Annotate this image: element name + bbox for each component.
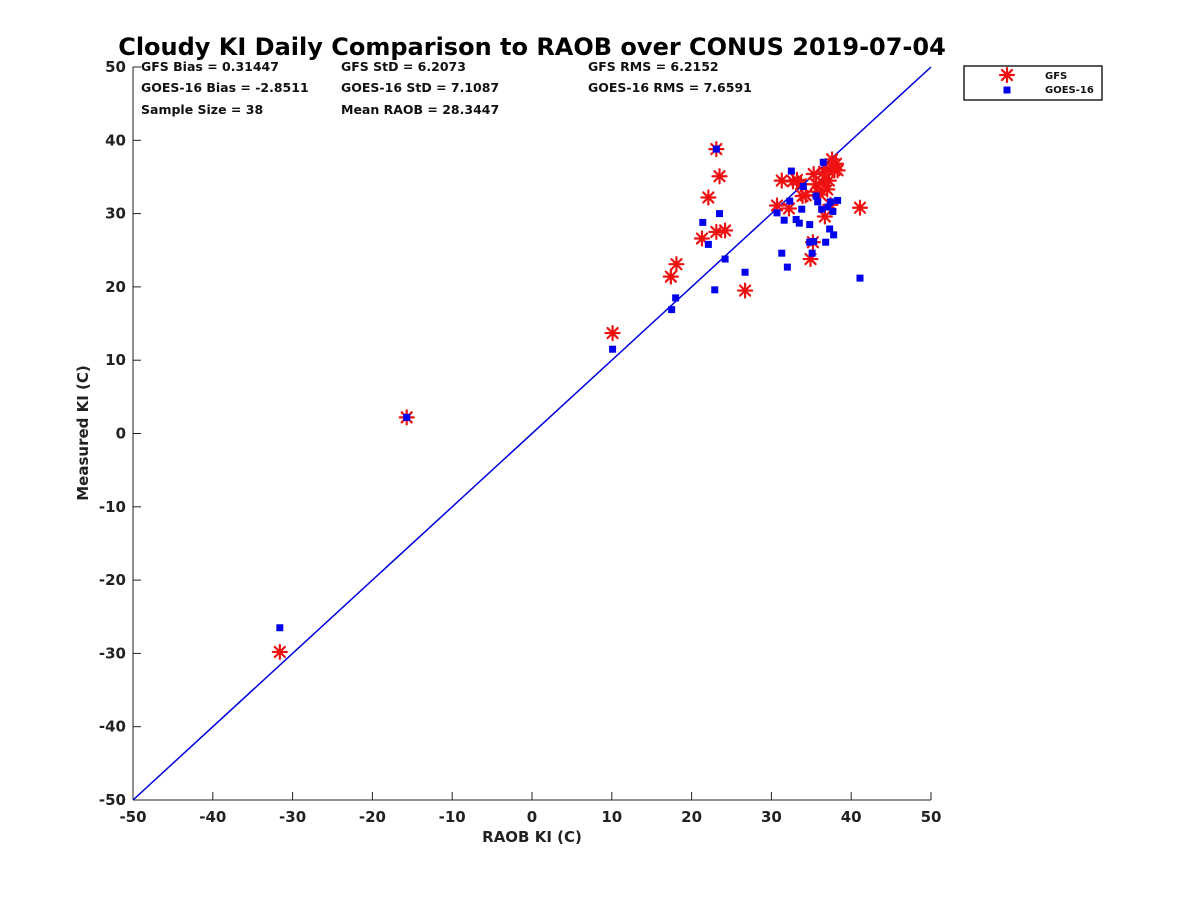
goes16-point [822, 238, 830, 246]
ticks: -50 -40 -30 -20 -10 0 10 20 30 40 50 50 40 30 20 10 0 -10… [99, 58, 942, 826]
gfs-point [794, 187, 811, 205]
gfs-point [604, 324, 621, 342]
legend-goes16-glyph [1003, 86, 1011, 94]
y-tick-label: 10 [105, 351, 126, 369]
goes16-point [786, 197, 794, 205]
x-tick-label: 10 [601, 808, 622, 826]
y-tick-label: -20 [99, 571, 126, 589]
stat-goes-rms: GOES-16 RMS = 7.6591 [588, 80, 752, 95]
goes16-point [668, 306, 676, 314]
gfs-point [668, 256, 685, 273]
stat-gfs-bias: GFS Bias = 0.31447 [141, 59, 279, 74]
goes16-point [798, 205, 806, 213]
gfs-series [271, 140, 869, 661]
goes16-point [799, 182, 807, 190]
goes16-point [812, 192, 820, 200]
goes16-point [780, 216, 788, 224]
y-tick-label: 40 [105, 131, 126, 149]
y-axis-title: Measured KI (C) [74, 365, 92, 501]
stat-gfs-std: GFS StD = 6.2073 [341, 59, 466, 74]
goes16-point [276, 624, 284, 632]
legend-gfs-marker [998, 66, 1016, 84]
legend-goes16-label: GOES-16 [1045, 85, 1094, 96]
stat-goes-bias: GOES-16 Bias = -2.8511 [141, 80, 309, 95]
goes16-series [276, 145, 864, 632]
goes16-point [773, 209, 781, 217]
gfs-point [816, 208, 833, 225]
chart-title: Cloudy KI Daily Comparison to RAOB over … [118, 33, 946, 61]
x-tick-label: -20 [359, 808, 386, 826]
x-tick-label: -50 [119, 808, 146, 826]
goes16-point [826, 225, 834, 233]
gfs-point [851, 199, 869, 216]
goes16-point [792, 215, 800, 223]
goes16-point [741, 268, 749, 276]
y-tick-label: 50 [105, 58, 126, 76]
goes16-point [818, 205, 826, 213]
gfs-point [700, 189, 717, 206]
y-tick-label: -10 [99, 498, 126, 516]
goes16-point [806, 238, 814, 246]
goes16-point [826, 198, 834, 206]
goes16-point [609, 345, 617, 353]
gfs-point [717, 222, 734, 239]
goes16-point [787, 167, 795, 175]
y-tick-label: 0 [116, 425, 126, 443]
goes16-point [721, 255, 729, 263]
stat-mean-raob: Mean RAOB = 28.3447 [341, 102, 499, 117]
goes16-point [704, 240, 712, 248]
goes16-point [856, 274, 864, 282]
goes16-point [783, 263, 791, 271]
legend: GFS GOES-16 [963, 65, 1103, 101]
legend-goes16-marker [1003, 86, 1011, 94]
stat-sample-size: Sample Size = 38 [141, 102, 263, 117]
legend-box [963, 65, 1103, 101]
gfs-point [662, 268, 679, 285]
y-tick-label: 30 [105, 205, 126, 223]
y-tick-label: -40 [99, 718, 126, 736]
stats-panel: GFS Bias = 0.31447 GFS StD = 6.2073 GFS … [141, 59, 752, 117]
gfs-point [736, 282, 754, 299]
goes16-point [716, 210, 724, 218]
goes16-point [806, 221, 814, 229]
goes16-point [819, 158, 827, 166]
gfs-point [829, 162, 846, 179]
x-tick-label: 50 [921, 808, 942, 826]
gfs-point [271, 643, 288, 661]
goes16-point [829, 207, 837, 215]
goes16-point [778, 249, 786, 257]
x-tick-label: -40 [199, 808, 226, 826]
goes16-point [834, 196, 842, 204]
x-tick-label: 30 [761, 808, 782, 826]
y-tick-label: -30 [99, 644, 126, 662]
legend-gfs-glyph [998, 66, 1016, 84]
y-tick-label: -50 [99, 791, 126, 809]
goes16-point [711, 286, 719, 294]
goes16-point [795, 219, 803, 227]
x-tick-label: 20 [681, 808, 702, 826]
goes16-point [672, 294, 680, 302]
goes16-point [810, 237, 818, 245]
goes16-point [403, 413, 411, 421]
y-tick-label: 20 [105, 278, 126, 296]
x-tick-label: 0 [527, 808, 537, 826]
legend-gfs-label: GFS [1045, 71, 1067, 82]
x-axis-title: RAOB KI (C) [482, 828, 582, 846]
one-to-one-line [132, 66, 932, 801]
x-tick-label: -10 [439, 808, 466, 826]
goes16-point [814, 198, 822, 206]
goes16-point [830, 231, 838, 239]
stat-gfs-rms: GFS RMS = 6.2152 [588, 59, 719, 74]
x-tick-label: 40 [841, 808, 862, 826]
goes16-point [808, 249, 816, 257]
x-tick-label: -30 [279, 808, 306, 826]
goes16-point [712, 145, 720, 153]
stat-goes-std: GOES-16 StD = 7.1087 [341, 80, 499, 95]
goes16-point [824, 203, 832, 211]
gfs-point [711, 168, 728, 185]
goes16-point [699, 218, 707, 226]
